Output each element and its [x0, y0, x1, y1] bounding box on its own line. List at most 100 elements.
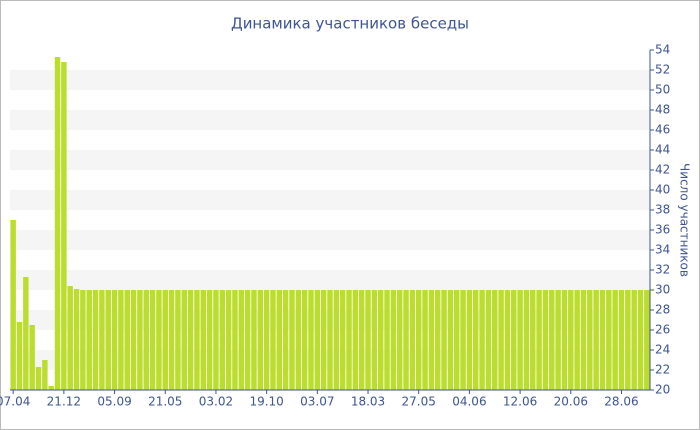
- y-tick-label: 36: [655, 223, 670, 237]
- y-tick-label: 30: [655, 283, 670, 297]
- bar: [358, 290, 365, 390]
- bar: [251, 290, 257, 390]
- bar: [644, 290, 650, 390]
- x-tick-label: 18.03: [351, 395, 385, 409]
- bar: [390, 290, 397, 390]
- bar: [492, 290, 498, 390]
- bar: [568, 290, 574, 390]
- bar: [263, 290, 270, 390]
- bar: [473, 290, 479, 390]
- bar: [415, 290, 422, 390]
- bar: [73, 289, 80, 390]
- y-tick-label: 22: [655, 363, 670, 377]
- bar: [485, 290, 492, 390]
- bar: [466, 290, 473, 390]
- bar: [225, 290, 232, 390]
- bar: [339, 290, 346, 390]
- bar: [270, 290, 276, 390]
- bar: [549, 290, 555, 390]
- bar: [637, 290, 644, 390]
- bar: [92, 290, 99, 390]
- y-tick-label: 42: [655, 163, 670, 177]
- bar: [346, 290, 352, 390]
- bar: [327, 290, 333, 390]
- x-tick-label: 03.07: [300, 395, 334, 409]
- bar: [460, 290, 466, 390]
- y-axis-label: Число участников: [678, 163, 692, 277]
- bar: [295, 290, 302, 390]
- bar: [625, 290, 631, 390]
- grid-band: [10, 230, 650, 250]
- x-tick-label: 21.12: [47, 395, 81, 409]
- y-tick-label: 32: [655, 263, 670, 277]
- bar: [213, 290, 219, 390]
- x-tick-label: 05.09: [97, 395, 131, 409]
- bar: [403, 290, 409, 390]
- x-tick-label: 21.05: [148, 395, 182, 409]
- bar: [523, 290, 530, 390]
- bar: [441, 290, 447, 390]
- grid-band: [10, 150, 650, 170]
- bar: [396, 290, 403, 390]
- bar: [574, 290, 580, 390]
- bar: [124, 290, 130, 390]
- bar: [434, 290, 441, 390]
- bar: [352, 290, 359, 390]
- bar: [149, 290, 156, 390]
- bar: [530, 290, 536, 390]
- bar: [54, 57, 61, 390]
- bar: [409, 290, 416, 390]
- bar: [137, 290, 143, 390]
- bar: [454, 290, 460, 390]
- bar: [23, 277, 29, 390]
- x-tick-label: 03.02: [199, 395, 233, 409]
- y-tick-label: 24: [655, 343, 670, 357]
- bar: [555, 290, 561, 390]
- y-tick-label: 20: [655, 383, 670, 397]
- y-tick-label: 48: [655, 103, 670, 117]
- bar: [618, 290, 625, 390]
- bar: [16, 322, 23, 390]
- bar: [162, 290, 168, 390]
- y-tick-label: 34: [655, 243, 670, 257]
- bar: [612, 290, 618, 390]
- bar: [86, 290, 92, 390]
- bar: [289, 290, 295, 390]
- bar: [175, 290, 181, 390]
- bar: [232, 290, 238, 390]
- y-tick-label: 54: [655, 43, 670, 57]
- y-tick-label: 50: [655, 83, 670, 97]
- y-tick-label: 52: [655, 63, 670, 77]
- bar: [257, 290, 264, 390]
- bar: [143, 290, 149, 390]
- grid-band: [10, 110, 650, 130]
- bar: [447, 290, 454, 390]
- bar: [238, 290, 245, 390]
- bar: [504, 290, 511, 390]
- bar: [276, 290, 283, 390]
- bar: [105, 290, 111, 390]
- grid-band: [10, 70, 650, 90]
- grid-band: [10, 190, 650, 210]
- grid-band: [10, 270, 650, 290]
- bar: [320, 290, 327, 390]
- bar: [428, 290, 435, 390]
- bar: [561, 290, 568, 390]
- bar: [479, 290, 485, 390]
- bar: [219, 290, 226, 390]
- bar: [301, 290, 308, 390]
- bar: [422, 290, 428, 390]
- x-tick-label: 19.10: [249, 395, 283, 409]
- y-tick-label: 38: [655, 203, 670, 217]
- bar: [48, 386, 54, 390]
- x-tick-label: 27.05: [402, 395, 436, 409]
- bar: [168, 290, 175, 390]
- bar: [599, 290, 606, 390]
- bar: [580, 290, 587, 390]
- y-tick-label: 46: [655, 123, 670, 137]
- x-tick-label: 07.04: [0, 395, 30, 409]
- bar: [536, 290, 542, 390]
- bar: [333, 290, 340, 390]
- bar: [631, 290, 637, 390]
